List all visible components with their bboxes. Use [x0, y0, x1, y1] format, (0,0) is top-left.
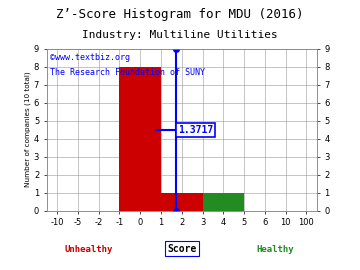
Text: Z’-Score Histogram for MDU (2016): Z’-Score Histogram for MDU (2016) [56, 8, 304, 21]
Bar [203, 193, 244, 211]
Text: ©www.textbiz.org: ©www.textbiz.org [50, 53, 130, 62]
Text: Healthy: Healthy [256, 245, 294, 254]
Text: The Research Foundation of SUNY: The Research Foundation of SUNY [50, 68, 204, 77]
Text: Industry: Multiline Utilities: Industry: Multiline Utilities [82, 30, 278, 40]
Text: Unhealthy: Unhealthy [64, 245, 113, 254]
Bar [161, 193, 203, 211]
Bar [120, 67, 161, 211]
X-axis label: Score: Score [167, 244, 197, 254]
Text: 1.3717: 1.3717 [178, 124, 213, 135]
Y-axis label: Number of companies (10 total): Number of companies (10 total) [24, 72, 31, 187]
